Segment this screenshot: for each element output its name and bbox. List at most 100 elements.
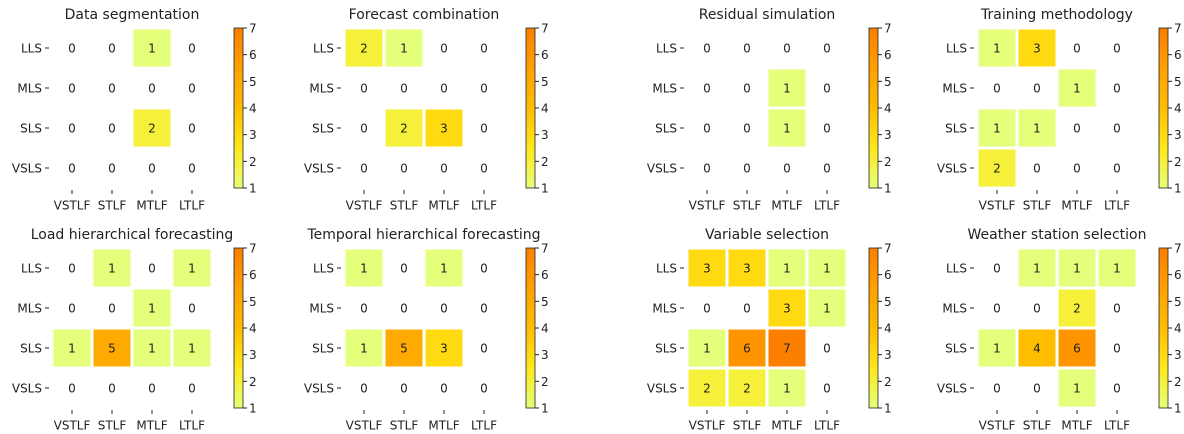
- y-tick-label: LLS: [656, 262, 677, 276]
- y-tick-label: MLS: [17, 302, 42, 316]
- cell-label: 2: [148, 122, 156, 136]
- heatmap-cell: [465, 149, 503, 187]
- y-tick-label: SLS: [655, 122, 677, 136]
- heatmap-cell: [93, 289, 131, 327]
- cell-label: 1: [188, 342, 196, 356]
- y-tick-label: SLS: [20, 122, 42, 136]
- colorbar-tick-label: 3: [1174, 128, 1182, 142]
- colorbar-tick-label: 5: [249, 75, 257, 89]
- cell-label: 0: [440, 302, 448, 316]
- cell-label: 0: [1113, 162, 1121, 176]
- cell-label: 0: [480, 382, 488, 396]
- cell-label: 3: [783, 302, 791, 316]
- heatmap-cell: [808, 369, 846, 407]
- cell-label: 0: [148, 382, 156, 396]
- heatmap-cell: [808, 289, 846, 327]
- heatmap-cell: [1018, 329, 1056, 367]
- heatmap-cell: [1098, 69, 1136, 107]
- cell-label: 0: [68, 122, 76, 136]
- cell-label: 5: [400, 342, 408, 356]
- cell-label: 0: [480, 82, 488, 96]
- x-tick-label: MTLF: [136, 199, 167, 213]
- cell-label: 6: [1073, 342, 1081, 356]
- heatmap-cell: [1098, 249, 1136, 287]
- y-tick-label: MLS: [942, 82, 967, 96]
- cell-label: 1: [68, 342, 76, 356]
- heatmap-cell: [385, 249, 423, 287]
- panel-title: Training methodology: [980, 7, 1133, 23]
- cell-label: 2: [360, 42, 368, 56]
- x-tick-label: STLF: [733, 419, 762, 433]
- heatmap-cell: [728, 149, 766, 187]
- cell-label: 0: [400, 162, 408, 176]
- panel-title: Forecast combination: [349, 7, 500, 23]
- y-tick-label: LLS: [656, 42, 677, 56]
- cell-label: 2: [1073, 302, 1081, 316]
- cell-label: 0: [823, 82, 831, 96]
- heatmap-cell: [173, 369, 211, 407]
- cell-label: 0: [743, 302, 751, 316]
- colorbar-tick-label: 1: [1174, 182, 1182, 196]
- colorbar: [1158, 27, 1169, 189]
- y-tick-label: LLS: [313, 42, 334, 56]
- heatmap-cell: [173, 29, 211, 67]
- panel-title: Variable selection: [705, 227, 829, 243]
- heatmap-cell: [1018, 109, 1056, 147]
- heatmap-cell: [133, 369, 171, 407]
- y-tick-label: LLS: [313, 262, 334, 276]
- heatmap-cell: [53, 329, 91, 367]
- heatmap-cell: [425, 149, 463, 187]
- x-tick-label: VSTLF: [979, 199, 1016, 213]
- heatmap-cell: [133, 249, 171, 287]
- heatmap-cell: [768, 29, 806, 67]
- cell-label: 0: [188, 382, 196, 396]
- x-tick-label: VSTLF: [54, 419, 91, 433]
- cell-label: 0: [68, 382, 76, 396]
- cell-label: 0: [823, 122, 831, 136]
- heatmap-cell: [1098, 29, 1136, 67]
- cell-label: 0: [703, 162, 711, 176]
- panel-title: Data segmentation: [65, 7, 200, 23]
- heatmap-cell: [1018, 29, 1056, 67]
- heatmap-cell: [1098, 289, 1136, 327]
- cell-label: 1: [148, 342, 156, 356]
- heatmap-cell: [1098, 329, 1136, 367]
- heatmap-cell: [1018, 249, 1056, 287]
- cell-label: 0: [188, 82, 196, 96]
- cell-label: 1: [993, 342, 1001, 356]
- cell-label: 0: [1113, 82, 1121, 96]
- y-tick-label: MLS: [309, 302, 334, 316]
- colorbar-tick-label: 3: [249, 128, 257, 142]
- cell-label: 0: [188, 42, 196, 56]
- colorbar-tick-label: 6: [541, 268, 549, 282]
- heatmap-cell: [173, 69, 211, 107]
- colorbar-tick-label: 2: [249, 375, 257, 389]
- cell-label: 0: [440, 382, 448, 396]
- colorbar-tick-label: 3: [1174, 348, 1182, 362]
- cell-label: 3: [743, 262, 751, 276]
- heatmap-cell: [688, 109, 726, 147]
- heatmap-cell: [93, 149, 131, 187]
- heatmap-cell: [688, 329, 726, 367]
- heatmap-cell: [385, 149, 423, 187]
- colorbar-tick-label: 5: [541, 75, 549, 89]
- colorbar-tick-label: 2: [1174, 375, 1182, 389]
- heatmap-cell: [688, 69, 726, 107]
- colorbar: [868, 247, 879, 409]
- heatmap-cell: [133, 289, 171, 327]
- colorbar-tick-label: 3: [541, 128, 549, 142]
- x-tick-label: STLF: [1023, 419, 1052, 433]
- colorbar: [233, 247, 244, 409]
- heatmap-cell: [133, 29, 171, 67]
- cell-label: 0: [68, 42, 76, 56]
- heatmap-cell: [425, 249, 463, 287]
- heatmap-cell: [808, 329, 846, 367]
- cell-label: 1: [1113, 262, 1121, 276]
- cell-label: 0: [68, 162, 76, 176]
- cell-label: 0: [400, 262, 408, 276]
- y-tick-label: SLS: [945, 342, 967, 356]
- heatmap-cell: [53, 289, 91, 327]
- colorbar-tick-label: 5: [249, 295, 257, 309]
- heatmap-cell: [345, 329, 383, 367]
